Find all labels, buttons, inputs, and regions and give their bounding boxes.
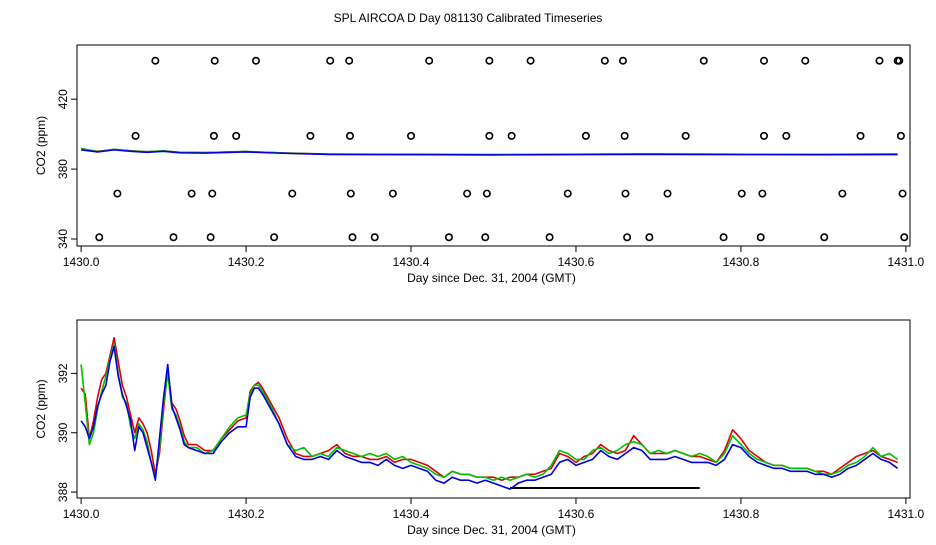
x-axis-label: Day since Dec. 31, 2004 (GMT) (407, 523, 576, 537)
x-tick-label: 1430.2 (228, 255, 265, 269)
y-axis-label: CO2 (ppm) (34, 116, 48, 175)
reference-point (563, 189, 572, 198)
reference-point (507, 131, 516, 140)
reference-point (481, 233, 490, 242)
reference-point (270, 233, 279, 242)
reference-point (699, 56, 708, 65)
reference-point (345, 131, 354, 140)
y-tick-label: 392 (56, 363, 70, 383)
x-tick-label: 1430.0 (63, 507, 100, 521)
reference-point (760, 56, 769, 65)
reference-point (545, 233, 554, 242)
y-axis-label: CO2 (ppm) (34, 379, 48, 438)
y-tick-label: 420 (56, 89, 70, 109)
x-tick-label: 1430.4 (393, 507, 430, 521)
reference-point (346, 189, 355, 198)
reference-point (782, 131, 791, 140)
reference-point (95, 233, 104, 242)
reference-point (581, 131, 590, 140)
reference-point (151, 56, 160, 65)
reference-point (232, 131, 241, 140)
y-tick-label: 340 (56, 229, 70, 249)
reference-point (206, 233, 215, 242)
reference-point (681, 131, 690, 140)
reference-point (208, 189, 217, 198)
reference-point (482, 189, 491, 198)
y-tick-label: 380 (56, 159, 70, 179)
series-line-blue (80, 345, 899, 490)
reference-point (856, 131, 865, 140)
reference-point (251, 56, 260, 65)
reference-point (618, 56, 627, 65)
chart-title: SPL AIRCOA D Day 081130 Calibrated Times… (334, 11, 603, 25)
reference-point (209, 131, 218, 140)
x-tick-label: 1430.6 (558, 255, 595, 269)
reference-point (621, 189, 630, 198)
reference-point (348, 233, 357, 242)
x-tick-label: 1430.8 (723, 255, 760, 269)
reference-point (838, 189, 847, 198)
reference-point (645, 233, 654, 242)
reference-point (388, 189, 397, 198)
reference-point (131, 131, 140, 140)
x-tick-label: 1430.8 (723, 507, 760, 521)
reference-point (896, 131, 905, 140)
reference-point (719, 233, 728, 242)
reference-point (370, 233, 379, 242)
y-tick-label: 390 (56, 422, 70, 442)
reference-point (898, 189, 907, 198)
panel-1: 1430.0 1430.2 1430.4 1430.6 1430.8 1431.0 340 3… (34, 44, 925, 285)
reference-point (820, 233, 829, 242)
series-line-red (80, 337, 898, 481)
reference-point (345, 56, 354, 65)
x-tick-label: 1430.6 (558, 507, 595, 521)
panel-2: 1430.0 1430.2 1430.4 1430.6 1430.8 1431.0 388 3… (34, 319, 925, 537)
reference-point (663, 189, 672, 198)
reference-point (623, 233, 632, 242)
reference-point (169, 233, 178, 242)
reference-point (444, 233, 453, 242)
reference-point (758, 189, 767, 198)
reference-point (463, 189, 472, 198)
reference-point (900, 233, 909, 242)
x-tick-label: 1431.0 (888, 507, 925, 521)
reference-point (801, 56, 810, 65)
reference-point (187, 189, 196, 198)
x-axis-label: Day since Dec. 31, 2004 (GMT) (407, 271, 576, 285)
reference-point (600, 56, 609, 65)
reference-point (526, 56, 535, 65)
reference-point (620, 131, 629, 140)
series-line-blue (81, 149, 898, 156)
x-tick-label: 1430.4 (393, 255, 430, 269)
reference-point (760, 131, 769, 140)
y-tick-label: 388 (56, 482, 70, 502)
x-tick-label: 1430.0 (63, 255, 100, 269)
reference-point (756, 233, 765, 242)
reference-point (895, 56, 904, 65)
plot-frame (76, 319, 911, 499)
reference-point (306, 131, 315, 140)
reference-point (326, 56, 335, 65)
reference-point (875, 56, 884, 65)
reference-point (407, 131, 416, 140)
reference-point (485, 131, 494, 140)
x-tick-label: 1430.2 (228, 507, 265, 521)
reference-point (485, 56, 494, 65)
reference-point (113, 189, 122, 198)
reference-point (737, 189, 746, 198)
reference-point (288, 189, 297, 198)
x-tick-label: 1431.0 (888, 255, 925, 269)
reference-point (425, 56, 434, 65)
series-line-green (80, 342, 899, 481)
plot-frame (76, 44, 911, 247)
reference-point (210, 56, 219, 65)
